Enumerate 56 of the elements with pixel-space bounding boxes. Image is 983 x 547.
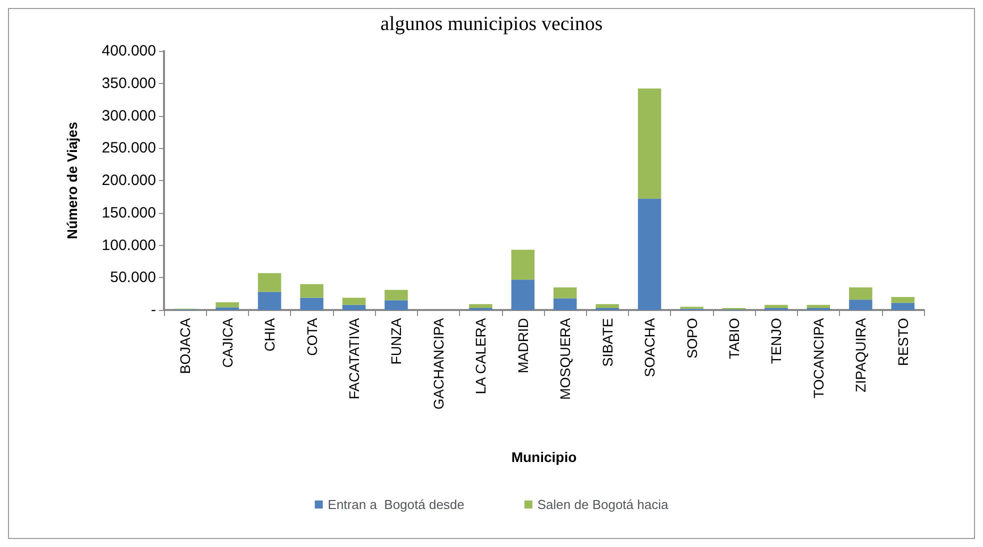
bar	[511, 280, 534, 310]
y-tick-label: 250.000	[102, 140, 156, 157]
x-tick-label: LA CALERA	[472, 317, 489, 394]
x-tick-label: TENJO	[768, 318, 784, 364]
bar	[806, 304, 830, 308]
bar	[342, 298, 366, 305]
x-tick-label: TABIO	[726, 318, 742, 359]
bar	[891, 302, 914, 310]
bar	[596, 304, 619, 308]
y-tick-label: 150.000	[102, 204, 156, 222]
chart-title: algunos municipios vecinos	[380, 13, 603, 35]
bar	[258, 273, 282, 292]
bar	[300, 284, 324, 298]
y-tick-label: 350.000	[102, 74, 156, 92]
x-tick-label: SOACHA	[642, 317, 658, 378]
x-tick-label: FACATATIVA	[346, 317, 362, 400]
x-tick-label: COTA	[304, 317, 320, 356]
bar	[511, 250, 534, 280]
bar	[258, 292, 282, 310]
bar	[764, 304, 788, 308]
bar	[849, 287, 872, 300]
x-tick-label: MOSQUERA	[557, 317, 574, 400]
bar	[891, 297, 914, 303]
x-tick-label: RESTO	[894, 318, 911, 366]
y-tick-label: 100.000	[102, 236, 156, 254]
x-tick-label: SIBATE	[599, 318, 616, 367]
bar	[638, 88, 662, 199]
x-tick-label: CAJICA	[219, 317, 236, 368]
y-axis-title: Número de Viajes	[64, 122, 80, 240]
x-tick-label: ZIPAQUIRA	[852, 317, 869, 392]
x-tick-label: FUNZA	[388, 317, 404, 365]
y-tick-label: 400.000	[102, 42, 156, 60]
x-tick-label: SOPO	[684, 318, 700, 358]
bar	[554, 287, 577, 298]
x-tick-label: MADRID	[514, 318, 531, 374]
y-tick-label: 300.000	[102, 107, 156, 124]
y-tick-label: 200.000	[102, 172, 156, 189]
bar	[300, 298, 324, 310]
y-tick-label: -	[151, 302, 156, 318]
legend-label: Entran a Bogotá desde	[328, 497, 464, 512]
x-axis-title: Municipio	[511, 449, 577, 465]
legend-label: Salen de Bogotá hacia	[537, 497, 669, 512]
bar	[849, 300, 872, 310]
x-tick-label: GACHANCIPA	[430, 317, 446, 410]
bar	[638, 198, 662, 310]
bar	[342, 304, 366, 310]
x-tick-label: CHIA	[262, 317, 278, 352]
x-tick-label: TOCANCIPA	[810, 317, 826, 398]
bar	[469, 304, 492, 308]
bar	[384, 300, 408, 310]
bar	[216, 302, 239, 308]
bar	[216, 307, 239, 310]
x-tick-label: BOJACA	[177, 317, 194, 374]
bar	[384, 290, 408, 300]
bar	[554, 298, 577, 310]
y-tick-label: 50.000	[110, 269, 156, 286]
